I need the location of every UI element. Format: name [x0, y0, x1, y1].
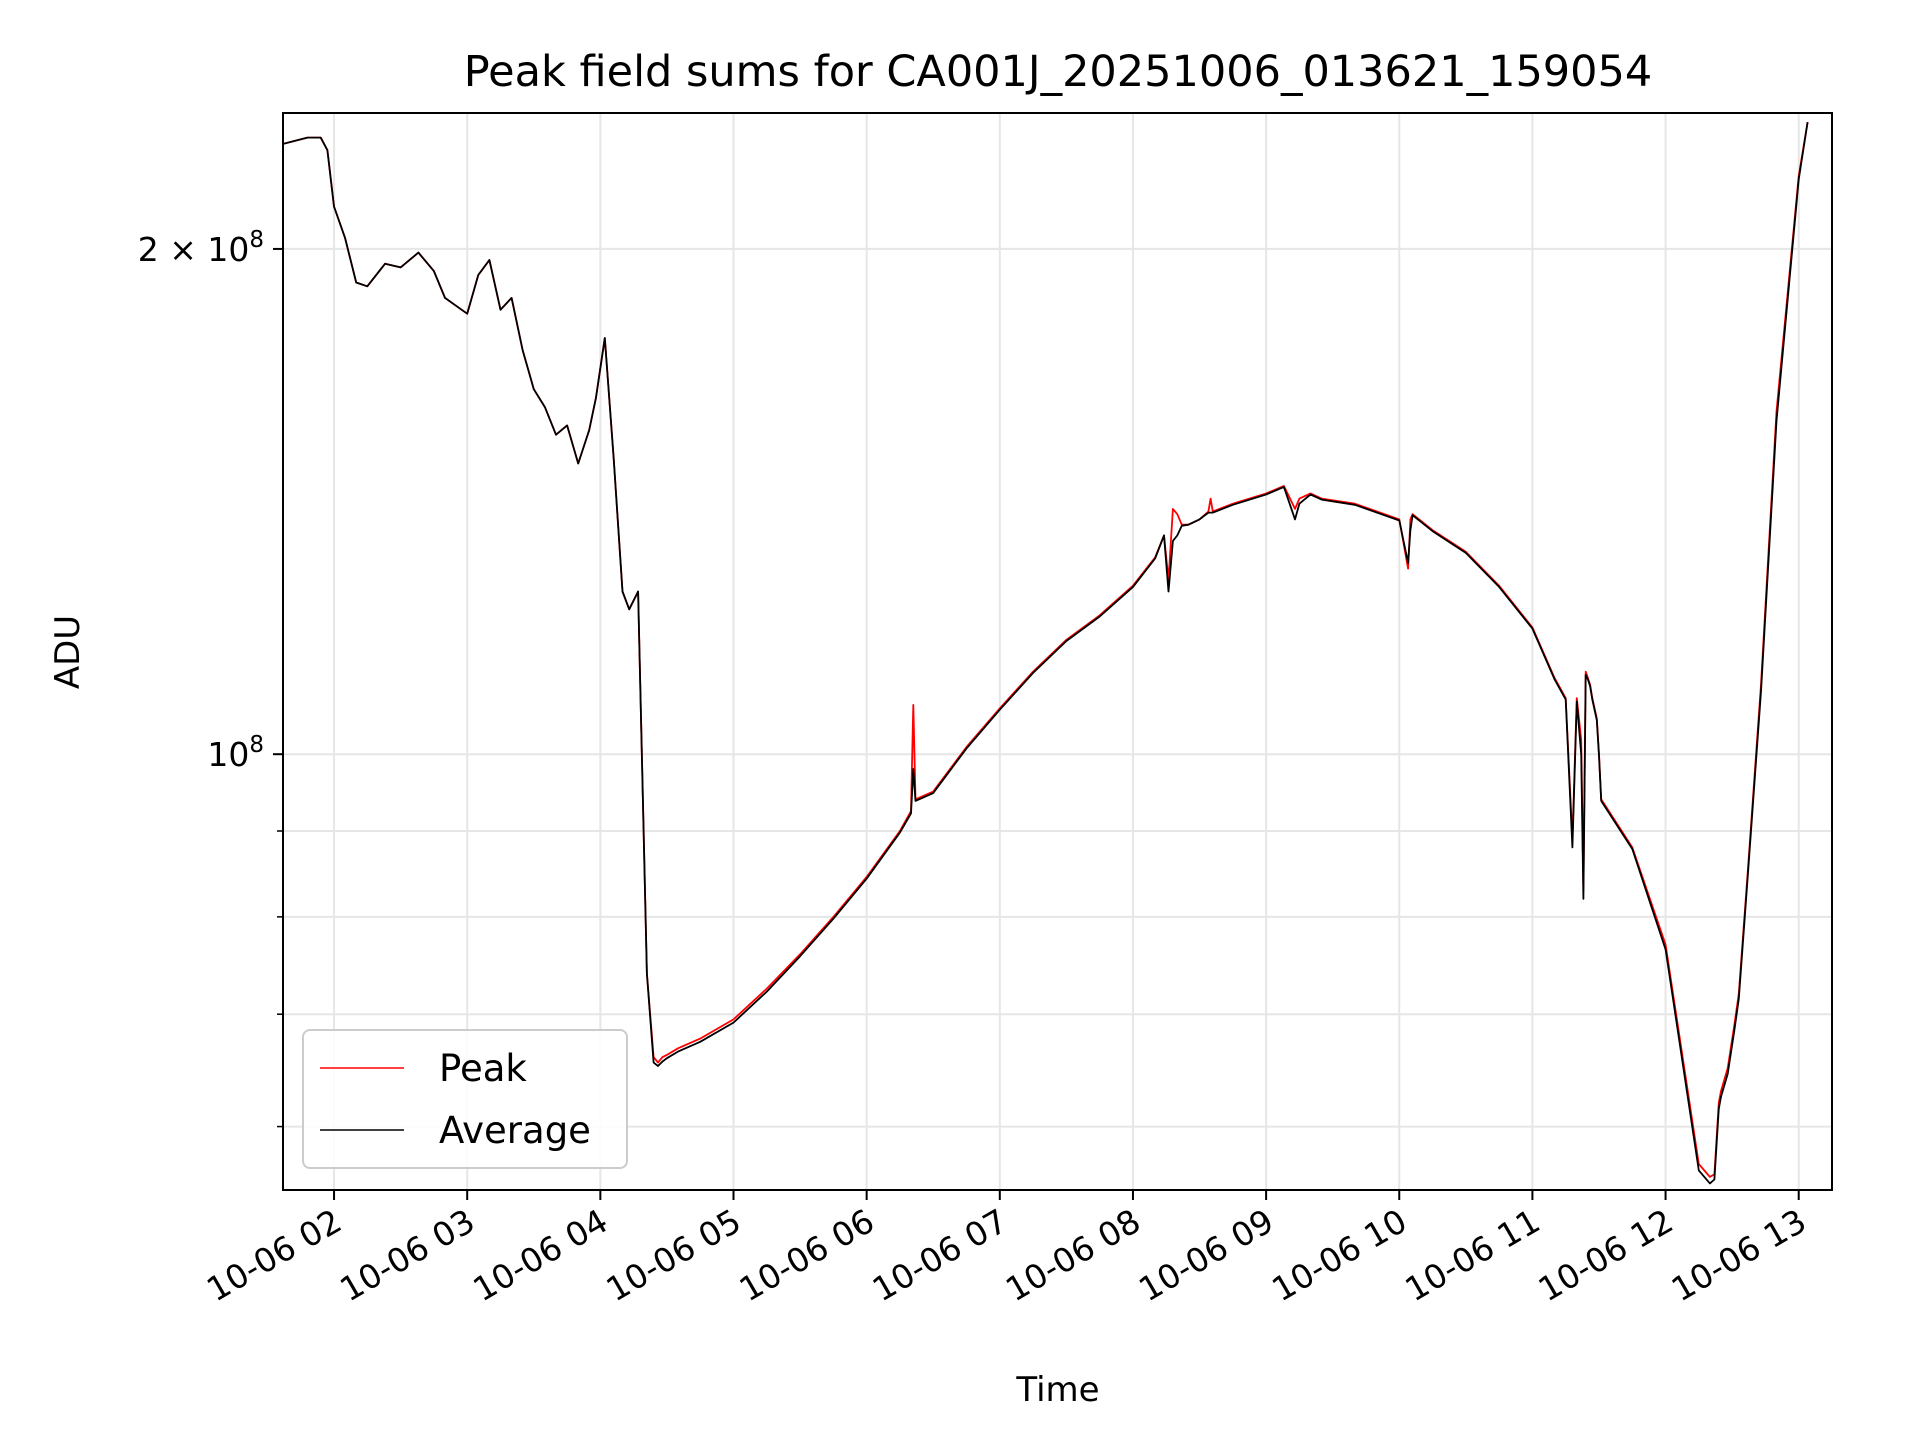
- legend: Peak Average: [302, 1029, 628, 1169]
- y-axis-label: ADU: [48, 615, 88, 689]
- y-tick-label: 2 × 108: [138, 227, 264, 269]
- legend-box: [302, 1029, 628, 1169]
- plot-frame: [282, 112, 1833, 1191]
- y-axis: 108 2 × 108: [138, 227, 283, 1128]
- grid: [283, 113, 1832, 1190]
- x-axis-label: Time: [1015, 1370, 1099, 1410]
- chart-title: Peak field sums for CA001J_20251006_0136…: [464, 47, 1652, 97]
- y-tick-label: 108: [207, 732, 264, 774]
- series-layer: [283, 121, 1809, 1185]
- legend-label-average: Average: [439, 1109, 591, 1152]
- series-line-average: [283, 121, 1809, 1185]
- legend-label-peak: Peak: [439, 1047, 527, 1090]
